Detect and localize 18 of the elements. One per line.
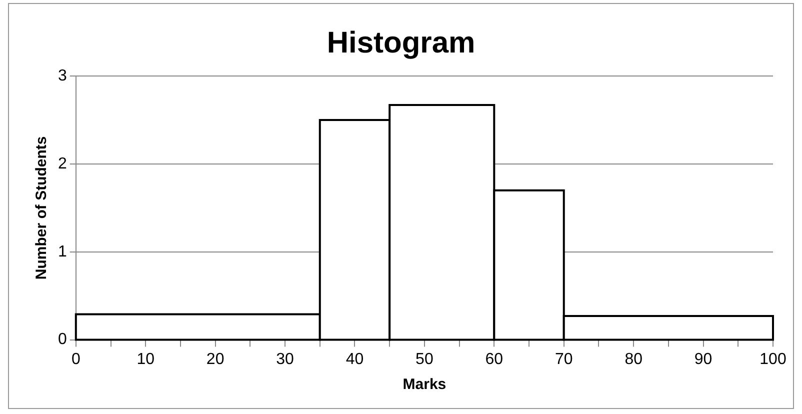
- x-tick-label: 50: [416, 350, 434, 368]
- x-tick-label: 40: [346, 350, 364, 368]
- x-tick-label: 100: [760, 350, 786, 368]
- x-tick-label: 70: [554, 350, 573, 368]
- x-tick-label: 30: [276, 350, 294, 368]
- y-tick-label: 2: [58, 155, 67, 172]
- x-axis-title: Marks: [402, 376, 446, 394]
- y-tick-label: 0: [58, 331, 67, 348]
- x-tick-label: 10: [136, 350, 155, 368]
- x-tick-label: 0: [71, 350, 80, 368]
- chart-title: Histogram: [326, 26, 476, 60]
- y-axis-title: Number of Students: [33, 136, 50, 280]
- y-tick-label: 1: [58, 243, 67, 260]
- x-tick-label: 80: [624, 350, 643, 368]
- x-tick-label: 90: [694, 350, 712, 368]
- x-tick-label: 20: [206, 350, 224, 368]
- x-tick-label: 60: [485, 350, 504, 368]
- y-tick-label: 3: [58, 67, 67, 84]
